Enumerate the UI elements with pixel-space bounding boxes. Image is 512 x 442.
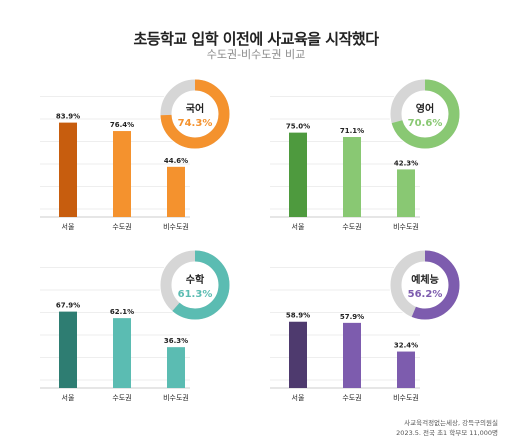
data-label: 75.0% <box>286 123 310 131</box>
panel-math: 67.9% 서울 62.1% 수도권 36.3% 비수도권 수학 61.3% <box>40 243 240 408</box>
category-label: 비수도권 <box>163 222 189 231</box>
source-line: 사교육걱정없는세상, 강득구의원실 <box>404 419 498 427</box>
donut-arc <box>160 250 230 320</box>
donut-arc <box>390 79 460 149</box>
overall-percentage: 74.3% <box>178 118 213 129</box>
bar <box>113 131 131 217</box>
data-label: 71.1% <box>340 127 364 135</box>
data-label: 42.3% <box>394 159 418 167</box>
bar <box>167 166 185 217</box>
bar <box>397 351 415 388</box>
panel-english: 75.0% 서울 71.1% 수도권 42.3% 비수도권 영어 70.6% <box>270 72 470 237</box>
data-label: 62.1% <box>110 308 134 316</box>
category-label: 수도권 <box>112 223 131 231</box>
chart-title: 초등학교 입학 이전에 사교육을 시작했다 <box>133 30 380 48</box>
chart-math: 67.9% 서울 62.1% 수도권 36.3% 비수도권 수학 61.3% <box>40 249 231 402</box>
survey-note: 2023.5. 전국 초1 학부모 11,000명 <box>396 429 498 437</box>
data-label: 76.4% <box>110 121 134 129</box>
category-label: 서울 <box>62 393 75 402</box>
chart-korean: 83.9% 서울 76.4% 수도권 44.6% 비수도권 국어 74.3% <box>40 78 231 231</box>
panel-arts: 58.9% 서울 57.9% 수도권 32.4% 비수도권 예체능 56.2% <box>270 243 470 408</box>
subject-label: 국어 <box>186 102 204 115</box>
data-label: 57.9% <box>340 313 364 321</box>
overall-percentage: 56.2% <box>408 289 443 300</box>
chart-arts: 58.9% 서울 57.9% 수도권 32.4% 비수도권 예체능 56.2% <box>270 249 461 402</box>
category-label: 수도권 <box>342 394 361 402</box>
data-label: 44.6% <box>164 157 188 165</box>
subject-label: 영어 <box>416 102 434 115</box>
category-label: 수도권 <box>112 394 131 402</box>
category-label: 서울 <box>292 222 305 231</box>
bar <box>289 321 307 388</box>
bar <box>397 169 415 217</box>
data-label: 36.3% <box>164 337 188 345</box>
bar <box>289 132 307 217</box>
data-label: 58.9% <box>286 312 310 320</box>
bar <box>59 122 77 217</box>
bar <box>343 137 361 217</box>
data-label: 83.9% <box>56 113 80 121</box>
category-label: 수도권 <box>342 223 361 231</box>
bar <box>113 318 131 388</box>
bar <box>167 347 185 388</box>
category-label: 비수도권 <box>163 393 189 402</box>
category-label: 비수도권 <box>393 222 419 231</box>
panel-korean: 83.9% 서울 76.4% 수도권 44.6% 비수도권 국어 74.3% <box>40 72 240 237</box>
chart-english: 75.0% 서울 71.1% 수도권 42.3% 비수도권 영어 70.6% <box>270 78 461 231</box>
subject-label: 수학 <box>186 273 205 286</box>
category-label: 서울 <box>62 222 75 231</box>
data-label: 67.9% <box>56 302 80 310</box>
category-label: 서울 <box>292 393 305 402</box>
bar <box>343 322 361 388</box>
bar <box>59 311 77 388</box>
category-label: 비수도권 <box>393 393 419 402</box>
chart-subtitle: 수도권-비수도권 비교 <box>206 48 306 61</box>
donut-arc <box>160 79 230 149</box>
overall-percentage: 70.6% <box>408 118 443 129</box>
donut-arc <box>390 250 460 320</box>
subject-label: 예체능 <box>411 273 439 286</box>
data-label: 32.4% <box>394 342 418 350</box>
overall-percentage: 61.3% <box>178 289 213 300</box>
